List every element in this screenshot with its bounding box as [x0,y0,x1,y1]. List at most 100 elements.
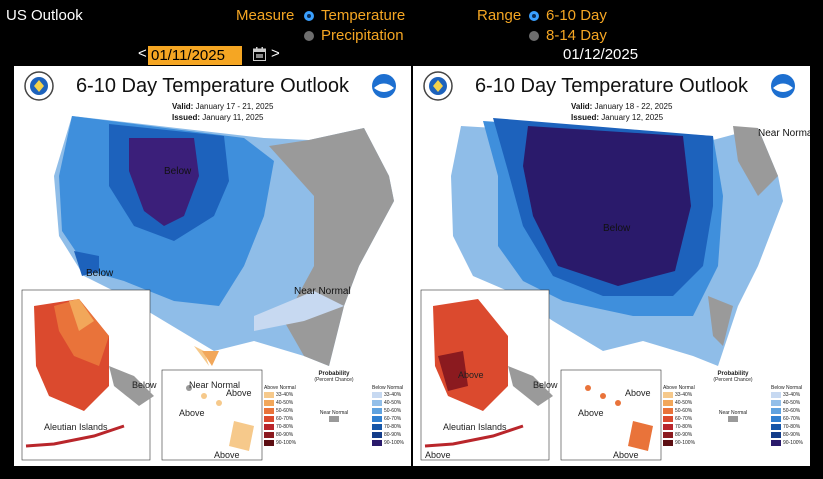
map-label: Above [425,450,451,460]
range-label: Range [477,7,522,24]
next-date-arrow[interactable]: > [271,45,280,62]
legend-near-label: Near Normal [718,410,748,416]
right-panel-date: 01/12/2025 [563,46,639,63]
legend-pct: 33-40% [675,392,693,398]
issued-date: January 11, 2025 [202,113,264,122]
legend-swatch-row: 33-40% [663,391,695,399]
near-normal-legend: Near Normal [320,385,348,447]
legend-swatch-row: 50-60% [264,407,296,415]
legend-swatch-row: 80-90% [371,431,404,439]
map-label: Near Normal [758,128,810,139]
legend-swatch [371,392,382,398]
calendar-icon[interactable] [253,47,266,61]
legend-pct: 60-70% [782,416,801,422]
legend-swatch-row: 70-80% [264,423,296,431]
valid-dates: January 18 - 22, 2025 [594,102,673,111]
legend-swatch [663,432,673,438]
legend-swatch-row: 40-50% [770,399,803,407]
legend-swatch [663,408,673,414]
legend-pct: 80-90% [276,432,294,438]
legend-pct: 60-70% [276,416,294,422]
valid-dates: January 17 - 21, 2025 [195,102,274,111]
legend-pct: 40-50% [383,400,402,406]
map-label: Below [86,268,114,279]
radio-unselected-icon[interactable] [529,30,539,41]
legend-swatch [264,400,274,406]
measure-option-temperature[interactable]: Temperature [304,7,405,24]
legend-pct: 80-90% [782,432,801,438]
legend-swatch-row: 60-70% [770,415,803,423]
legend-swatch-row: 80-90% [770,431,803,439]
map-title: 6-10 Day Temperature Outlook [474,75,749,97]
legend-title: Probability [717,371,749,377]
aleutian-label: Aleutian Islands [443,422,507,432]
radio-selected-icon[interactable] [529,10,539,21]
map-label: Above [226,388,252,398]
prev-date-arrow[interactable]: < [138,45,147,62]
legend-near-label: Near Normal [319,410,349,416]
map-validity: Valid: January 17 - 21, 2025 Issued: Jan… [172,101,273,123]
legend-swatch-row: 90-100% [770,439,803,447]
legend-swatch [770,400,781,406]
legend-pct: 70-80% [276,424,294,430]
map-label: Above [613,450,639,460]
map-label: Near Normal [294,286,351,297]
near-normal-legend: Near Normal [719,385,747,447]
legend-swatch-row: 40-50% [371,399,404,407]
date-input[interactable]: 01/11/2025 [148,46,242,65]
legend-swatch [264,440,274,446]
probability-legend: Probability (Percent Chance) Above Norma… [663,371,803,461]
range-option-8-14-day[interactable]: 8-14 Day [529,27,607,44]
legend-pct: 40-50% [675,400,693,406]
radio-unselected-icon[interactable] [304,30,314,41]
legend-title: Probability [318,371,350,377]
legend-swatch-row: 80-90% [663,431,695,439]
map-title: 6-10 Day Temperature Outlook [75,75,350,97]
legend-swatch [371,424,382,430]
us-temperature-map-right: Below Near Normal Above Below Above Abov… [420,118,810,461]
range-option-6-10-day[interactable]: 6-10 Day [529,7,607,24]
map-label: Below [164,166,192,177]
legend-swatch [770,416,781,422]
legend-swatch [264,424,274,430]
legend-swatch [770,392,781,398]
measure-option-label: Temperature [321,7,406,24]
noaa-seal-icon [423,71,453,101]
app-title: US Outlook [6,7,83,24]
legend-swatch [663,416,673,422]
legend-swatch-row: 70-80% [663,423,695,431]
aleutian-label: Aleutian Islands [44,422,108,432]
legend-swatch-row: 60-70% [371,415,404,423]
legend-swatch [371,408,382,414]
legend-swatch [371,440,382,446]
measure-option-label: Precipitation [321,27,404,44]
legend-pct: 80-90% [675,432,693,438]
legend-swatch [264,416,274,422]
legend-swatch [264,392,274,398]
legend-pct: 33-40% [276,392,294,398]
legend-pct: 50-60% [782,408,801,414]
radio-selected-icon[interactable] [304,10,314,21]
legend-swatch-row: 40-50% [663,399,695,407]
legend-column-head: Below Normal [371,385,404,391]
legend-swatch-row: 70-80% [371,423,404,431]
legend-pct: 50-60% [675,408,693,414]
legend-swatch [770,424,781,430]
legend-columns: Above Normal 33-40% 40-50% 50-60% 60-70% 70-8… [663,385,803,447]
legend-swatch [663,392,673,398]
map-label: Above [179,408,205,418]
legend-swatch-row: 33-40% [770,391,803,399]
noaa-seal-icon [24,71,54,101]
issued-date: January 12, 2025 [601,113,664,122]
legend-swatch-row: 50-60% [663,407,695,415]
measure-option-precipitation[interactable]: Precipitation [304,27,404,44]
legend-swatch [264,408,274,414]
probability-legend: Probability (Percent Chance) Above Norma… [264,371,404,461]
map-label: Below [603,223,631,234]
above-legend-column: Above Normal 33-40% 40-50% 50-60% 60-70% 70-8… [264,385,296,447]
issued-label: Issued: [172,113,201,122]
legend-column-head: Above Normal [663,385,695,391]
legend-pct: 80-90% [383,432,402,438]
legend-swatch-row: 50-60% [371,407,404,415]
legend-swatch-row: 80-90% [264,431,296,439]
